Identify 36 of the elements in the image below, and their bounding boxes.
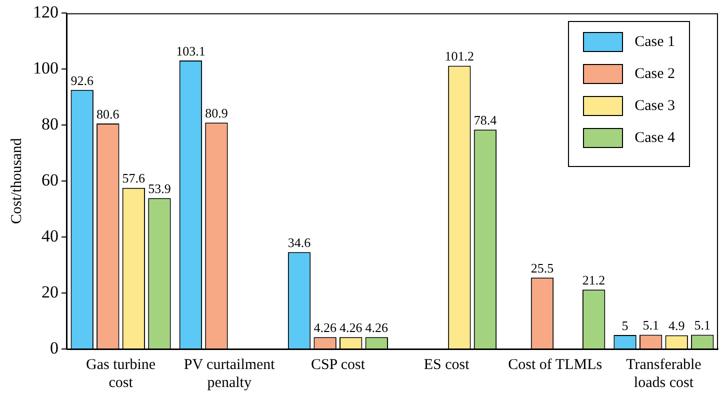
data-label: 4.26 — [365, 320, 389, 335]
x-tick-label: Gas turbine cost — [86, 356, 156, 391]
data-label: 5.1 — [642, 318, 659, 333]
data-label: 103.1 — [176, 43, 206, 58]
y-tick-label: 60 — [42, 170, 58, 190]
data-label: 53.9 — [148, 181, 171, 196]
data-label: 78.4 — [474, 112, 498, 128]
legend-label: Case 3 — [634, 98, 675, 115]
y-tick-label: 100 — [33, 58, 58, 78]
data-label: 34.6 — [288, 235, 312, 250]
data-label: 4.9 — [668, 318, 685, 334]
data-label: 21.2 — [582, 272, 606, 288]
data-label: 4.26 — [314, 320, 337, 335]
data-label: 101.2 — [444, 48, 474, 64]
data-label: 92.6 — [70, 72, 94, 88]
y-tick-label: 80 — [42, 114, 58, 134]
y-tick-label: 20 — [42, 282, 58, 302]
y-tick-label: 120 — [33, 2, 58, 22]
x-tick-label: PV curtailment penalty — [184, 356, 276, 391]
data-label: 5.1 — [694, 318, 711, 333]
legend-label: Case 2 — [634, 66, 675, 83]
x-tick-label: CSP cost — [310, 356, 366, 373]
x-tick-label: Cost of TLMLs — [508, 356, 602, 373]
y-tick-label: 0 — [50, 338, 58, 358]
data-label: 80.6 — [96, 106, 120, 122]
y-axis-title: Cost/thousand — [8, 138, 25, 224]
legend-label: Case 1 — [634, 34, 675, 51]
data-label: 4.26 — [339, 320, 363, 335]
data-label: 57.6 — [122, 170, 146, 186]
legend-label: Case 4 — [634, 130, 675, 147]
data-label: 25.5 — [530, 260, 554, 276]
y-tick-label: 40 — [42, 226, 58, 246]
x-tick-label: Transferable loads cost — [626, 356, 702, 391]
data-label: 5 — [622, 318, 628, 333]
data-label: 80.9 — [205, 106, 228, 121]
x-tick-label: ES cost — [424, 356, 470, 373]
